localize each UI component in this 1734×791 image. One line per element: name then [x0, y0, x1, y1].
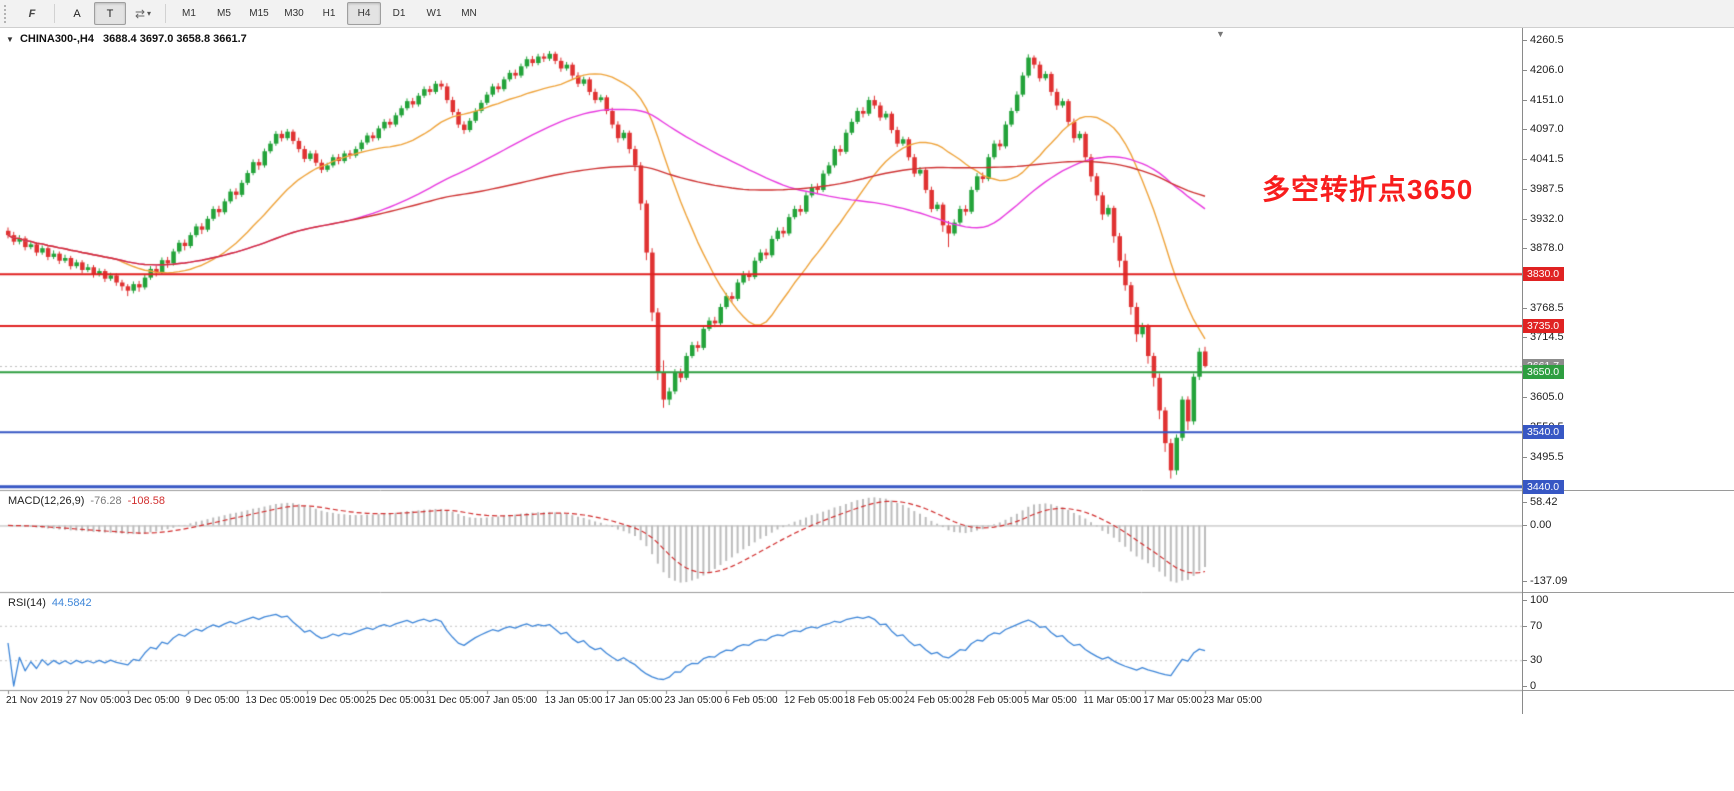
timeframe-button-d1[interactable]: D1	[392, 8, 406, 19]
toolbar: F A T ⇄ ▾ M1 M5 M15 M30 H1 H4 D1 W1 MN	[0, 0, 1734, 28]
price-tick-label: 4097.0	[1523, 122, 1564, 135]
time-axis-label: 23 Jan 05:00	[664, 695, 723, 706]
timeframe-button-m30[interactable]: M30	[284, 8, 304, 19]
price-tick-label: 3714.5	[1523, 331, 1564, 344]
time-axis[interactable]: 21 Nov 2019 27 Nov 05:00 3 Dec 05:00 9 Dec …	[0, 690, 1522, 716]
time-axis-label: 13 Dec 05:00	[245, 695, 305, 706]
fibonacci-tool-button[interactable]: F	[16, 2, 48, 25]
rsi-tick-label: 100	[1522, 594, 1549, 606]
time-axis-label: 19 Dec 05:00	[305, 695, 365, 706]
macd-indicator-label: MACD(12,26,9) -76.28 -108.58	[8, 495, 165, 507]
chart-shift-marker-icon[interactable]: ▼	[1216, 29, 1225, 39]
macd-name: MACD(12,26,9)	[8, 495, 85, 507]
chart-canvas[interactable]	[0, 28, 1522, 714]
timeframe-button-h1[interactable]: H1	[322, 8, 336, 19]
panel-separator	[1523, 490, 1734, 491]
macd-tick-label: 58.42	[1523, 495, 1558, 508]
rsi-name: RSI(14)	[8, 597, 46, 609]
time-axis-label: 13 Jan 05:00	[544, 695, 603, 706]
toolbar-separator	[54, 4, 55, 23]
one-click-trading-icon[interactable]: ▼	[6, 35, 14, 44]
price-tick-label: 3768.5	[1523, 301, 1564, 314]
text-tool-button[interactable]: T	[94, 2, 126, 25]
timeframe-button-m5[interactable]: M5	[217, 8, 231, 19]
price-line-badge-3650.0: 3650.0	[1523, 365, 1565, 380]
price-tick-label: 4151.0	[1523, 93, 1564, 106]
rsi-value: 44.5842	[51, 597, 92, 609]
timeframe-button-m1[interactable]: M1	[182, 8, 196, 19]
price-tick-label: 3932.0	[1523, 212, 1564, 225]
price-tick-label: 4206.0	[1523, 63, 1564, 76]
price-tick-label: 3495.5	[1523, 450, 1564, 463]
arrows-icon: ⇄	[134, 6, 146, 21]
panel-separator	[1523, 592, 1734, 593]
price-axis[interactable]: 4260.5 4206.0 4151.0 4097.0 4041.5 3987.5 3932…	[1522, 28, 1734, 714]
arrows-tool-button[interactable]: ⇄ ▾	[127, 2, 159, 25]
time-axis-label: 5 Mar 05:00	[1023, 695, 1077, 706]
price-tick-label: 3605.0	[1523, 390, 1564, 403]
toolbar-grip[interactable]	[4, 4, 11, 23]
toolbar-separator	[165, 4, 166, 23]
price-tick-label: 4260.5	[1523, 33, 1564, 46]
time-axis-label: 9 Dec 05:00	[185, 695, 240, 706]
price-tick-label: 4041.5	[1523, 153, 1564, 166]
chart-title: ▼ CHINA300-,H4 3688.4 3697.0 3658.8 3661…	[6, 33, 247, 45]
time-axis-label: 27 Nov 05:00	[65, 695, 126, 706]
time-axis-label: 3 Dec 05:00	[125, 695, 180, 706]
price-tick-label: 3987.5	[1523, 182, 1564, 195]
macd-tick-label: 0.00	[1522, 519, 1552, 532]
price-line-badge-3440.0: 3440.0	[1523, 479, 1565, 494]
time-axis-label: 11 Mar 05:00	[1083, 695, 1142, 706]
fibonacci-icon: F	[28, 7, 36, 20]
time-axis-label: 18 Feb 05:00	[843, 695, 903, 706]
text-label-tool-button[interactable]: A	[73, 7, 81, 20]
timeframe-button-m15[interactable]: M15	[249, 8, 269, 19]
rsi-tick-label: 70	[1522, 619, 1543, 632]
text-annotation[interactable]: 多空转折点3650	[1262, 174, 1474, 205]
ohlc-values: 3688.4 3697.0 3658.8 3661.7	[103, 33, 247, 45]
time-axis-label: 12 Feb 05:00	[784, 695, 843, 706]
time-axis-label: 17 Jan 05:00	[604, 695, 663, 706]
timeframe-button-h4[interactable]: H4	[347, 2, 381, 25]
rsi-tick-label: 0	[1522, 680, 1537, 692]
panel-separator	[1523, 690, 1734, 691]
timeframe-button-w1[interactable]: W1	[426, 8, 442, 19]
macd-signal-value: -108.58	[127, 495, 165, 507]
symbol-period-label: CHINA300-,H4	[19, 33, 94, 45]
price-line-badge-3735.0: 3735.0	[1523, 319, 1565, 334]
macd-tick-label: -137.09	[1522, 574, 1568, 587]
price-line-badge-3830.0: 3830.0	[1523, 267, 1565, 282]
time-axis-label: 23 Mar 05:00	[1203, 695, 1262, 706]
price-tick-label: 3878.0	[1523, 242, 1564, 255]
time-axis-label: 17 Mar 05:00	[1143, 695, 1203, 706]
time-axis-label: 25 Dec 05:00	[365, 695, 425, 706]
time-axis-label: 28 Feb 05:00	[963, 695, 1023, 706]
time-axis-label: 24 Feb 05:00	[903, 695, 963, 706]
time-axis-label: 6 Feb 05:00	[724, 695, 778, 706]
macd-main-value: -76.28	[90, 495, 122, 507]
rsi-indicator-label: RSI(14) 44.5842	[8, 597, 92, 609]
time-axis-label: 31 Dec 05:00	[424, 695, 485, 706]
time-axis-label: 21 Nov 2019	[6, 695, 63, 706]
price-line-badge-3540.0: 3540.0	[1523, 425, 1565, 440]
rsi-tick-label: 30	[1522, 654, 1543, 667]
chevron-down-icon: ▾	[147, 9, 152, 18]
time-axis-label: 7 Jan 05:00	[484, 695, 538, 706]
timeframes-toolbar: M1 M5 M15 M30 H1 H4 D1 W1 MN	[172, 2, 486, 25]
timeframe-button-mn[interactable]: MN	[461, 8, 477, 19]
